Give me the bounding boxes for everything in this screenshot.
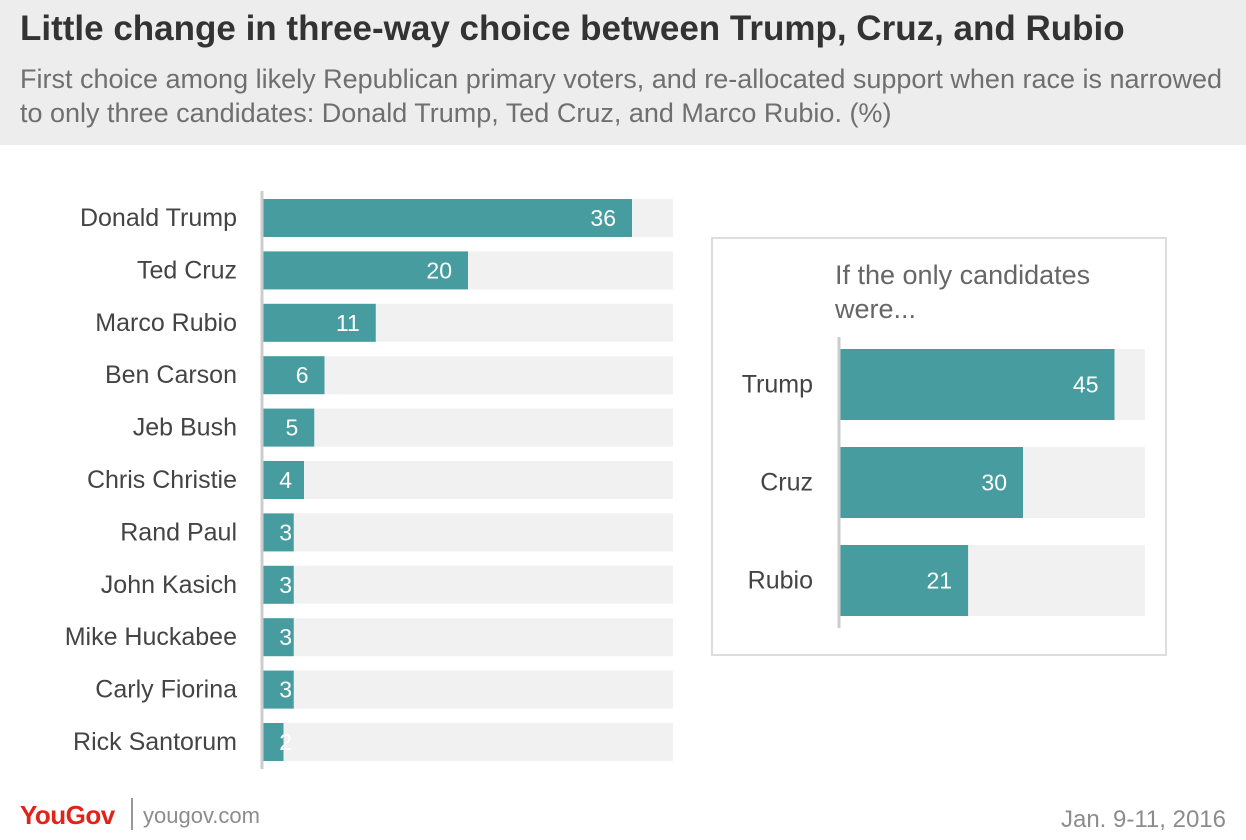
- category-label: Rand Paul: [120, 518, 237, 546]
- inset-panel: [711, 237, 1167, 656]
- header-band: Little change in three-way choice betwee…: [0, 0, 1246, 145]
- category-label: Donald Trump: [80, 204, 237, 232]
- value-label: 3: [279, 677, 292, 703]
- bar: [263, 513, 294, 552]
- value-label: 11: [336, 310, 360, 336]
- category-label: Jeb Bush: [133, 414, 237, 442]
- category-label: Chris Christie: [87, 466, 237, 494]
- value-label: 3: [279, 572, 292, 598]
- category-label: Ben Carson: [105, 361, 237, 389]
- footer-divider: [131, 798, 133, 830]
- value-label: 30: [981, 470, 1007, 496]
- bar-track: [263, 513, 673, 552]
- bar: [263, 356, 325, 395]
- yougov-logo: YouGov: [20, 800, 115, 830]
- bar: [263, 408, 315, 447]
- chart-title: Little change in three-way choice betwee…: [20, 9, 1125, 48]
- inset-title: If the only candidates were...: [835, 260, 1091, 324]
- bar: [840, 447, 1023, 518]
- bar: [263, 461, 304, 499]
- category-label: Trump: [742, 371, 813, 399]
- value-label: 5: [285, 415, 298, 441]
- bar-track: [263, 670, 673, 709]
- footer-site: yougov.com: [143, 803, 260, 828]
- category-label: Rick Santorum: [73, 728, 237, 756]
- category-label: Rubio: [748, 567, 813, 595]
- value-label: 3: [279, 624, 292, 650]
- bar-track: [263, 356, 673, 395]
- bar: [840, 545, 969, 616]
- value-label: 45: [1073, 372, 1099, 398]
- chart-subtitle: First choice among likely Republican pri…: [20, 64, 1223, 128]
- bar: [263, 723, 284, 761]
- category-label: Cruz: [760, 469, 813, 497]
- bar-track: [263, 565, 673, 604]
- category-label: Mike Huckabee: [65, 623, 237, 651]
- value-label: 36: [590, 205, 616, 231]
- bar: [263, 565, 294, 604]
- category-label: Marco Rubio: [95, 309, 237, 337]
- bar: [263, 303, 376, 342]
- value-label: 2: [279, 729, 292, 755]
- bar-track: [263, 618, 673, 657]
- footer-date: Jan. 9-11, 2016: [1060, 806, 1226, 833]
- bar: [263, 199, 632, 237]
- bar: [840, 349, 1115, 420]
- value-label: 3: [279, 519, 292, 545]
- value-label: 21: [927, 568, 953, 594]
- bar: [263, 670, 294, 709]
- value-label: 4: [279, 467, 292, 493]
- inset-bar-chart: Trump 45 Cruz 30 Rubio 21: [742, 337, 1145, 628]
- value-label: 6: [296, 362, 309, 388]
- category-label: Carly Fiorina: [95, 676, 237, 704]
- category-label: John Kasich: [101, 571, 237, 599]
- value-label: 20: [426, 257, 452, 283]
- bar-track: [263, 408, 673, 447]
- bar: [263, 618, 294, 657]
- bar-track: [263, 461, 673, 499]
- category-label: Ted Cruz: [137, 256, 237, 284]
- bar-track: [263, 723, 673, 761]
- bar: [263, 251, 468, 290]
